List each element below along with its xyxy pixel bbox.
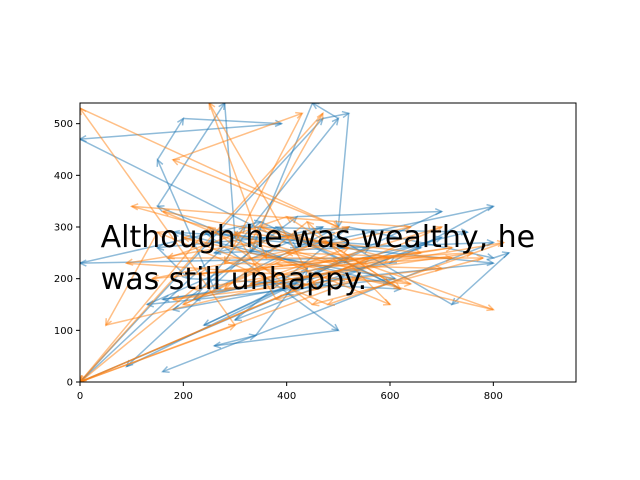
series-2-segment bbox=[198, 257, 370, 275]
series-2-segment bbox=[250, 241, 411, 285]
series-1-arrowhead bbox=[177, 117, 185, 126]
series-1-segment bbox=[162, 241, 494, 373]
x-tick-label: 200 bbox=[174, 391, 193, 402]
annotation: Although he was wealthy, he was still un… bbox=[101, 220, 535, 297]
y-axis: 0 100 200 300 400 500 bbox=[54, 119, 80, 389]
series-2 bbox=[80, 103, 506, 382]
series-1-arrowhead bbox=[486, 253, 496, 261]
series-2-segment bbox=[249, 112, 324, 243]
series-1-segment bbox=[156, 118, 184, 161]
series-2-segment bbox=[105, 231, 159, 326]
series-2-segment bbox=[80, 288, 195, 382]
x-tick-label: 0 bbox=[77, 391, 83, 402]
series-1-arrowhead bbox=[212, 341, 222, 349]
series-2-arrowhead bbox=[285, 215, 294, 224]
series-2-arrowhead bbox=[150, 274, 160, 282]
series-2-segment bbox=[80, 257, 370, 382]
series-2-segment bbox=[224, 221, 308, 290]
series-2-segment bbox=[224, 112, 303, 264]
series-2-segment bbox=[198, 257, 453, 275]
series-2-segment bbox=[327, 241, 504, 306]
y-tick-label: 500 bbox=[54, 119, 73, 130]
series-1-segment bbox=[296, 205, 494, 249]
series-2-segment bbox=[157, 231, 329, 306]
series-2-arrowhead bbox=[341, 226, 351, 233]
series-2-segment bbox=[80, 107, 339, 228]
series-1-segment bbox=[214, 334, 256, 347]
series-2-segment bbox=[172, 159, 339, 228]
x-tick-label: 400 bbox=[277, 391, 296, 402]
series-2-arrowhead bbox=[191, 284, 201, 292]
y-tick-label: 300 bbox=[54, 223, 73, 234]
series-2-segment bbox=[131, 205, 411, 228]
series-1-segment bbox=[451, 252, 510, 306]
series-1-segment bbox=[183, 117, 282, 125]
series-2-arrowhead bbox=[104, 318, 112, 327]
series-2-arrowhead bbox=[414, 248, 423, 256]
series-2-arrowhead bbox=[403, 224, 413, 232]
series-2-segment bbox=[183, 236, 318, 290]
series-layer bbox=[80, 103, 511, 382]
series-1-segment bbox=[80, 257, 349, 264]
series-2-arrowhead bbox=[316, 111, 324, 121]
series-2-segment bbox=[183, 236, 494, 311]
series-2-segment bbox=[172, 112, 303, 161]
series-2-segment bbox=[260, 226, 494, 311]
series-1-segment bbox=[296, 210, 442, 218]
series-2-arrowhead bbox=[197, 269, 206, 277]
series-2-segment bbox=[276, 252, 473, 264]
series-2-arrowhead bbox=[496, 239, 506, 248]
series-2-segment bbox=[286, 252, 453, 259]
series-2-arrowhead bbox=[434, 225, 444, 233]
series-2-segment bbox=[183, 226, 349, 306]
annotation-line-1: Although he was wealthy, he bbox=[101, 220, 535, 255]
series-1-arrowhead bbox=[434, 235, 444, 243]
series-2-arrowhead bbox=[181, 298, 191, 306]
series-2-segment bbox=[80, 112, 324, 382]
series-2-segment bbox=[126, 262, 411, 285]
annotation-line-2: was still unhappy. bbox=[101, 262, 368, 297]
series-2-arrowhead bbox=[259, 224, 268, 233]
y-tick-label: 400 bbox=[54, 171, 73, 182]
series-1-segment bbox=[156, 103, 226, 207]
plot-frame bbox=[79, 102, 577, 383]
series-1-arrowhead bbox=[161, 366, 170, 373]
series-1-segment bbox=[312, 103, 339, 120]
series-1-arrowhead bbox=[202, 319, 212, 326]
series-2-arrowhead bbox=[403, 279, 413, 288]
series-1-arrowhead bbox=[80, 259, 87, 267]
series-1-segment bbox=[156, 247, 190, 280]
series-1-segment bbox=[337, 113, 350, 228]
series-2-segment bbox=[80, 277, 360, 382]
series-2-arrowhead bbox=[295, 111, 304, 119]
series-1-segment bbox=[80, 221, 262, 264]
x-tick-label: 600 bbox=[380, 391, 399, 402]
series-1-segment bbox=[223, 103, 236, 238]
series-1-arrowhead bbox=[388, 273, 397, 282]
series-1-arrowhead bbox=[218, 103, 226, 111]
series-1-segment bbox=[322, 112, 349, 120]
series-2-segment bbox=[152, 241, 329, 280]
series-2-segment bbox=[276, 277, 360, 301]
y-tick-label: 200 bbox=[54, 274, 73, 285]
series-2-segment bbox=[126, 226, 349, 264]
series-2-arrowhead bbox=[208, 103, 216, 111]
series-1-segment bbox=[80, 122, 282, 140]
series-2-segment bbox=[306, 221, 391, 306]
series-1-segment bbox=[493, 252, 510, 259]
y-tick-label: 0 bbox=[67, 378, 73, 389]
series-2-arrowhead bbox=[465, 250, 475, 258]
x-axis: 0 200 400 600 800 bbox=[77, 382, 503, 402]
x-tick-label: 800 bbox=[484, 391, 503, 402]
series-2-arrowhead bbox=[284, 249, 294, 257]
series-2-segment bbox=[208, 226, 313, 306]
y-tick-label: 100 bbox=[54, 326, 73, 337]
series-1-segment bbox=[203, 231, 339, 331]
series-2-arrowhead bbox=[181, 235, 191, 243]
series-2-segment bbox=[162, 210, 391, 306]
series-2-segment bbox=[80, 107, 236, 326]
series-1-arrowhead bbox=[341, 110, 351, 119]
